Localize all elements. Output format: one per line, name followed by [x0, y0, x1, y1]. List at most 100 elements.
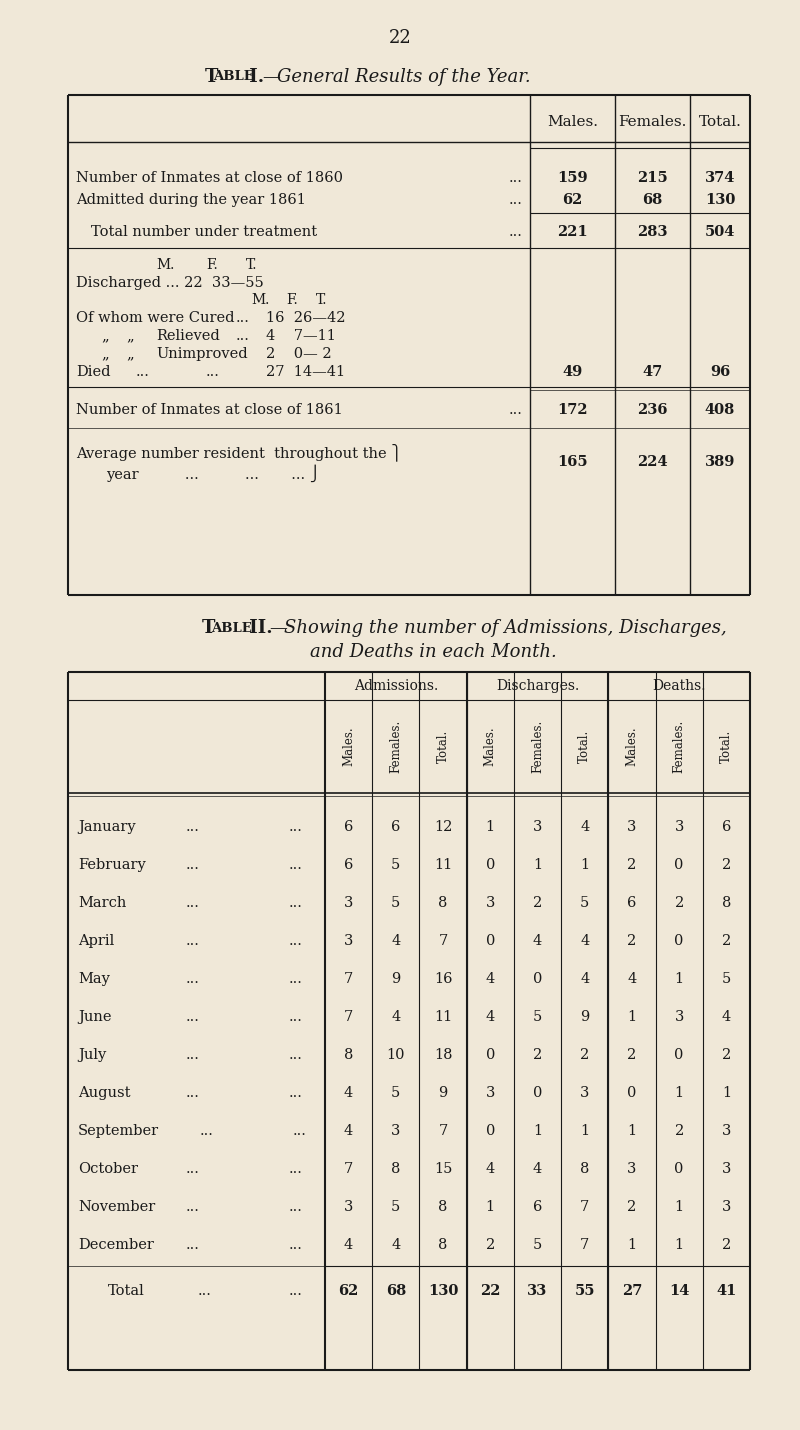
Text: 8: 8 [438, 1200, 448, 1214]
Text: 6: 6 [722, 819, 731, 834]
Text: 4: 4 [533, 934, 542, 948]
Text: ...: ... [289, 858, 303, 872]
Text: Males.: Males. [547, 114, 598, 129]
Text: 0: 0 [486, 1124, 495, 1138]
Text: ...: ... [508, 172, 522, 184]
Text: Admitted during the year 1861: Admitted during the year 1861 [76, 193, 306, 207]
Text: Total number under treatment: Total number under treatment [91, 225, 317, 239]
Text: ...: ... [186, 819, 200, 834]
Text: 8: 8 [580, 1163, 590, 1175]
Text: 5: 5 [391, 858, 401, 872]
Text: „: „ [126, 329, 134, 343]
Text: 0: 0 [674, 934, 684, 948]
Text: 33: 33 [527, 1284, 548, 1298]
Text: 3: 3 [486, 897, 495, 909]
Text: 8: 8 [438, 1238, 448, 1253]
Text: Males.: Males. [342, 726, 355, 766]
Text: 3: 3 [722, 1200, 731, 1214]
Text: 221: 221 [557, 225, 588, 239]
Text: ...: ... [206, 365, 220, 379]
Text: 2: 2 [674, 1124, 684, 1138]
Text: 41: 41 [716, 1284, 737, 1298]
Text: 5: 5 [722, 972, 731, 987]
Text: 55: 55 [574, 1284, 595, 1298]
Text: ABLE: ABLE [211, 622, 252, 635]
Text: M.: M. [156, 257, 174, 272]
Text: 504: 504 [705, 225, 735, 239]
Text: ...: ... [186, 1048, 200, 1062]
Text: 2: 2 [627, 934, 637, 948]
Text: 4    7—11: 4 7—11 [266, 329, 336, 343]
Text: ...: ... [289, 1085, 303, 1100]
Text: 16: 16 [434, 972, 452, 987]
Text: ...: ... [289, 1010, 303, 1024]
Text: 4: 4 [580, 819, 590, 834]
Text: ...: ... [236, 329, 250, 343]
Text: 1: 1 [674, 1200, 684, 1214]
Text: 4: 4 [391, 934, 401, 948]
Text: „: „ [101, 347, 109, 360]
Text: 8: 8 [391, 1163, 401, 1175]
Text: 4: 4 [391, 1010, 401, 1024]
Text: 11: 11 [434, 858, 452, 872]
Text: Total.: Total. [720, 729, 733, 764]
Text: 1: 1 [722, 1085, 731, 1100]
Text: 15: 15 [434, 1163, 452, 1175]
Text: 4: 4 [344, 1085, 354, 1100]
Text: 1: 1 [486, 1200, 495, 1214]
Text: 62: 62 [338, 1284, 358, 1298]
Text: 2: 2 [674, 897, 684, 909]
Text: Unimproved: Unimproved [156, 347, 248, 360]
Text: and Deaths in each Month.: and Deaths in each Month. [310, 644, 557, 661]
Text: 215: 215 [637, 172, 668, 184]
Text: Relieved: Relieved [156, 329, 220, 343]
Text: 16  26—42: 16 26—42 [266, 310, 346, 325]
Text: 2    0— 2: 2 0— 2 [266, 347, 332, 360]
Text: Showing the number of Admissions, Discharges,: Showing the number of Admissions, Discha… [284, 619, 726, 636]
Text: T: T [202, 619, 215, 636]
Text: September: September [78, 1124, 159, 1138]
Text: 2: 2 [533, 1048, 542, 1062]
Text: II.: II. [243, 619, 273, 636]
Text: 8: 8 [438, 897, 448, 909]
Text: 4: 4 [580, 934, 590, 948]
Text: 4: 4 [722, 1010, 731, 1024]
Text: 1: 1 [674, 1238, 684, 1253]
Text: ...: ... [289, 1200, 303, 1214]
Text: 2: 2 [722, 934, 731, 948]
Text: 4: 4 [580, 972, 590, 987]
Text: 18: 18 [434, 1048, 452, 1062]
Text: 4: 4 [391, 1238, 401, 1253]
Text: ...: ... [293, 1124, 307, 1138]
Text: 2: 2 [580, 1048, 590, 1062]
Text: 3: 3 [344, 897, 354, 909]
Text: 4: 4 [486, 1163, 495, 1175]
Text: 2: 2 [627, 1200, 637, 1214]
Text: 1: 1 [580, 1124, 590, 1138]
Text: Discharges.: Discharges. [496, 679, 579, 694]
Text: 0: 0 [486, 1048, 495, 1062]
Text: ...: ... [508, 403, 522, 418]
Text: 4: 4 [627, 972, 637, 987]
Text: 3: 3 [580, 1085, 590, 1100]
Text: „: „ [101, 329, 109, 343]
Text: M.: M. [251, 293, 270, 307]
Text: 47: 47 [642, 365, 662, 379]
Text: 1: 1 [627, 1124, 637, 1138]
Text: „: „ [126, 347, 134, 360]
Text: Females.: Females. [618, 114, 686, 129]
Text: 130: 130 [705, 193, 735, 207]
Text: ...: ... [289, 1163, 303, 1175]
Text: 8: 8 [344, 1048, 354, 1062]
Text: 3: 3 [391, 1124, 401, 1138]
Text: —: — [269, 619, 287, 636]
Text: ...: ... [186, 1085, 200, 1100]
Text: 0: 0 [674, 1163, 684, 1175]
Text: 68: 68 [386, 1284, 406, 1298]
Text: 0: 0 [533, 972, 542, 987]
Text: T.: T. [316, 293, 327, 307]
Text: 130: 130 [428, 1284, 458, 1298]
Text: October: October [78, 1163, 138, 1175]
Text: June: June [78, 1010, 111, 1024]
Text: 3: 3 [533, 819, 542, 834]
